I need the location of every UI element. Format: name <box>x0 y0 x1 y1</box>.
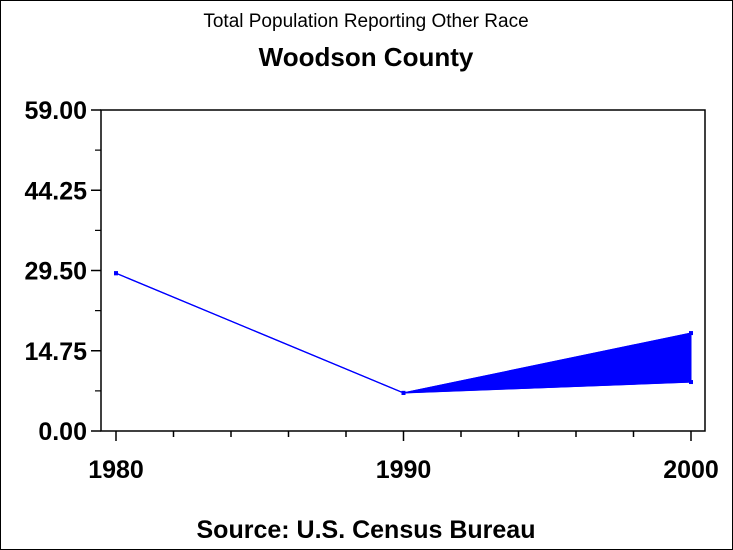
y-tick-label: 59.00 <box>24 97 87 125</box>
data-point <box>114 271 118 276</box>
x-tick-label: 2000 <box>663 456 719 484</box>
data-point <box>689 380 693 385</box>
y-tick-label: 44.25 <box>24 177 87 205</box>
chart-title: Total Population Reporting Other Race <box>203 11 528 32</box>
data-point <box>401 390 406 395</box>
chart-footnote: Source: U.S. Census Bureau <box>197 516 536 544</box>
y-tick-label: 14.75 <box>24 338 87 366</box>
y-tick-label: 29.50 <box>24 258 87 286</box>
data-point <box>689 331 693 336</box>
y-tick-label: 0.00 <box>38 418 87 446</box>
chart-subtitle: Woodson County <box>259 42 474 72</box>
series-range-band <box>115 272 692 394</box>
x-tick-label: 1980 <box>88 456 144 484</box>
x-tick-label: 1990 <box>376 456 432 484</box>
